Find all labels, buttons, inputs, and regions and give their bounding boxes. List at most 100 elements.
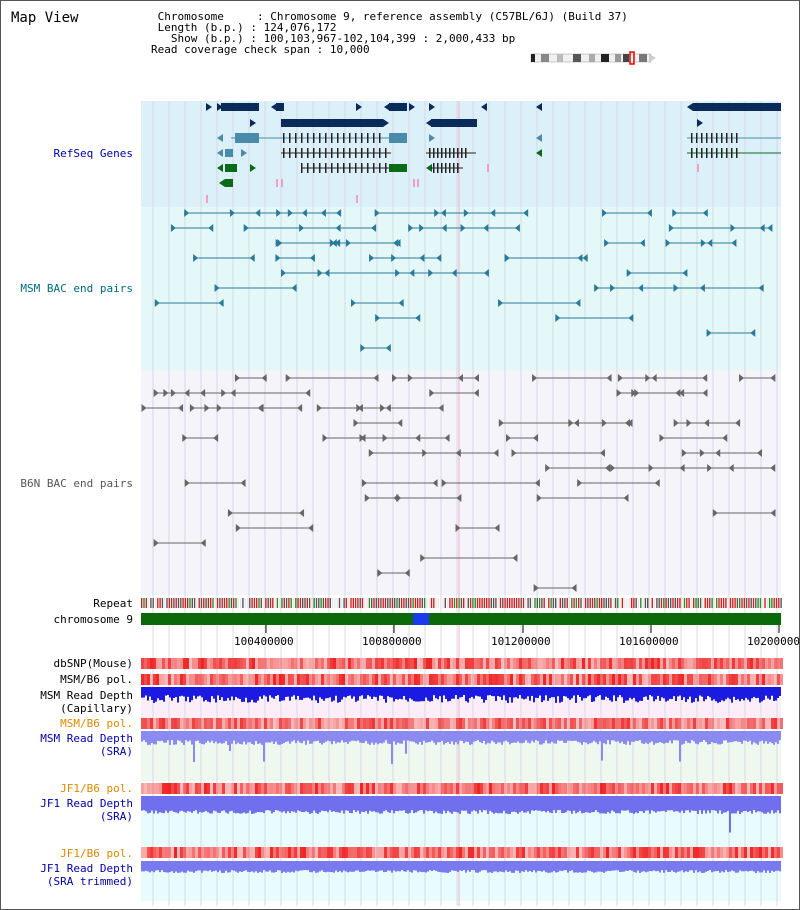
jf1-b6-pol-density bbox=[477, 783, 480, 794]
repeat-element bbox=[359, 598, 361, 608]
b6n-bac-pair-end bbox=[407, 374, 413, 382]
jf1-b6-pol-density bbox=[204, 783, 207, 794]
jf1-trimmed-depth bbox=[629, 861, 631, 871]
repeat-element bbox=[536, 598, 538, 608]
msm-b6-pol2-density bbox=[627, 718, 630, 729]
msm-capillary-depth bbox=[193, 687, 195, 696]
repeat-element bbox=[463, 598, 465, 608]
msm-capillary-depth bbox=[141, 687, 143, 698]
msm-b6-pol2-density bbox=[219, 718, 222, 729]
b6n-bac-pair-end bbox=[230, 389, 236, 397]
msm-b6-pol2-density bbox=[621, 718, 624, 729]
dbsnp-density bbox=[387, 658, 390, 669]
msm-b6-pol-density bbox=[534, 674, 537, 685]
msm-b6-pol-density bbox=[756, 674, 759, 685]
dbsnp-density bbox=[651, 658, 654, 669]
repeat-element bbox=[741, 598, 743, 608]
repeat-element bbox=[159, 598, 161, 608]
msm-bac-pair-end bbox=[408, 224, 414, 232]
msm-sra-depth bbox=[641, 731, 643, 744]
msm-capillary-depth bbox=[675, 687, 677, 702]
msm-sra-depth bbox=[703, 731, 705, 741]
repeat-element bbox=[221, 598, 223, 608]
repeat-element bbox=[635, 598, 637, 608]
msm-b6-pol-density bbox=[723, 674, 726, 685]
jf1-trimmed-depth bbox=[721, 861, 723, 872]
jf1-trimmed-depth bbox=[577, 861, 579, 873]
msm-sra-depth bbox=[167, 731, 169, 741]
jf1-b6-pol-density bbox=[438, 783, 441, 794]
msm-capillary-depth bbox=[677, 687, 679, 697]
jf1-trimmed-depth bbox=[543, 861, 545, 871]
msm-sra-depth bbox=[281, 731, 283, 745]
msm-sra-depth bbox=[481, 731, 483, 744]
jf1-sra-depth bbox=[591, 796, 593, 813]
msm-capillary-depth bbox=[749, 687, 751, 702]
track-label-msm-b6-pol: MSM/B6 pol. bbox=[60, 673, 133, 686]
msm-b6-pol2-density bbox=[303, 718, 306, 729]
jf1-sra-depth bbox=[747, 796, 749, 813]
jf1-sra-depth bbox=[363, 796, 365, 813]
jf1-sra-depth bbox=[771, 796, 773, 811]
repeat-element bbox=[460, 598, 463, 608]
jf1-b6-pol-density bbox=[651, 783, 654, 794]
msm-b6-pol-density bbox=[492, 674, 495, 685]
b6n-bac-pair-end bbox=[605, 464, 611, 472]
jf1-trimmed-depth bbox=[655, 861, 657, 872]
msm-sra-depth bbox=[777, 731, 779, 744]
msm-sra-depth bbox=[355, 731, 357, 742]
dbsnp-density bbox=[648, 658, 651, 669]
jf1-b6-pol-density bbox=[159, 783, 162, 794]
jf1-sra-depth bbox=[251, 796, 253, 814]
jf1-trimmed-depth bbox=[623, 861, 625, 872]
jf1-sra-depth bbox=[167, 796, 169, 813]
jf1-b6-pol2-density bbox=[462, 847, 465, 858]
jf1-sra-depth bbox=[281, 796, 283, 813]
b6n-bac-pair-end bbox=[141, 404, 147, 412]
msm-sra-depth bbox=[239, 731, 241, 744]
jf1-sra-depth bbox=[383, 796, 385, 812]
jf1-b6-pol2-density bbox=[693, 847, 696, 858]
jf1-b6-pol2-density bbox=[204, 847, 207, 858]
msm-b6-pol2-density bbox=[306, 718, 309, 729]
jf1-sra-depth bbox=[223, 796, 225, 811]
msm-capillary-depth bbox=[635, 687, 637, 702]
repeat-element bbox=[736, 598, 739, 608]
refseq-gene-arrow bbox=[536, 134, 542, 142]
refseq-exon bbox=[696, 133, 698, 143]
jf1-sra-depth bbox=[305, 796, 307, 812]
msm-capillary-depth bbox=[591, 687, 593, 703]
jf1-sra-depth bbox=[717, 796, 719, 814]
jf1-trimmed-depth bbox=[753, 861, 755, 872]
refseq-exon bbox=[711, 133, 713, 143]
chromosome-ideogram[interactable] bbox=[1, 1, 800, 71]
msm-capillary-depth bbox=[631, 687, 633, 700]
jf1-trimmed-depth bbox=[213, 861, 215, 872]
msm-b6-pol-density bbox=[582, 674, 585, 685]
jf1-b6-pol-density bbox=[654, 783, 657, 794]
msm-capillary-depth bbox=[769, 687, 771, 700]
dbsnp-density bbox=[210, 658, 213, 669]
msm-b6-pol-density bbox=[588, 674, 591, 685]
msm-capillary-depth bbox=[545, 687, 547, 696]
jf1-b6-pol2-density bbox=[738, 847, 741, 858]
msm-capillary-depth bbox=[599, 687, 601, 696]
dbsnp-density bbox=[462, 658, 465, 669]
msm-b6-pol2-density bbox=[456, 718, 459, 729]
msm-b6-pol-density bbox=[399, 674, 402, 685]
msm-b6-pol-density bbox=[180, 674, 183, 685]
jf1-b6-pol2-density bbox=[156, 847, 159, 858]
msm-capillary-depth bbox=[709, 687, 711, 698]
msm-capillary-depth bbox=[221, 687, 223, 698]
msm-b6-pol-density bbox=[642, 674, 645, 685]
jf1-b6-pol2-density bbox=[549, 847, 552, 858]
jf1-b6-pol2-density bbox=[252, 847, 255, 858]
jf1-sra-depth bbox=[361, 796, 363, 812]
msm-b6-pol2-density bbox=[579, 718, 582, 729]
jf1-trimmed-depth bbox=[775, 861, 777, 871]
jf1-b6-pol2-density bbox=[159, 847, 162, 858]
b6n-bac-pair-end bbox=[353, 419, 359, 427]
jf1-sra-depth bbox=[671, 796, 673, 811]
jf1-b6-pol2-density bbox=[363, 847, 366, 858]
